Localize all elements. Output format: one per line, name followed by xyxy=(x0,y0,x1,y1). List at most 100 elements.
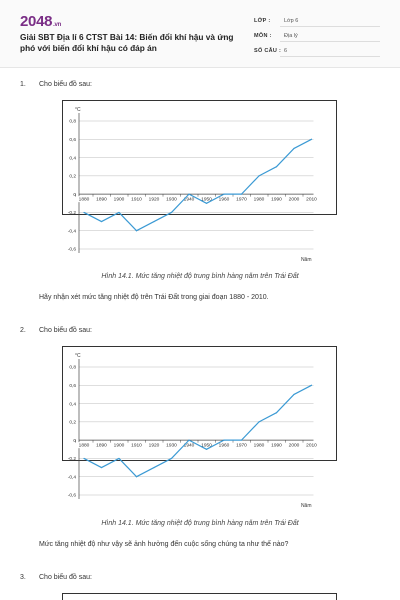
data-point xyxy=(83,211,85,214)
x-tick-label: 1960 xyxy=(219,443,230,449)
x-tick-label-bg xyxy=(146,442,162,449)
y-tick-label: 0,4 xyxy=(69,155,76,161)
chart-2-caption: Hình 14.1. Mức tăng nhiệt độ trung bình … xyxy=(101,520,299,527)
meta-divider xyxy=(280,41,380,42)
x-tick-label-bg xyxy=(251,196,267,203)
x-tick-label: 2010 xyxy=(306,443,317,449)
x-tick-label: 1880 xyxy=(79,197,90,203)
data-point xyxy=(258,175,260,177)
meta-subject-value: Địa lý xyxy=(284,33,298,39)
x-tick-label-bg xyxy=(164,442,179,449)
x-tick-label-bg xyxy=(234,442,249,449)
data-point xyxy=(188,193,190,195)
y-axis-label: °C xyxy=(75,107,81,113)
x-tick-label-bg xyxy=(111,196,127,203)
question-1-number: 1. xyxy=(20,81,26,88)
x-tick-label: 1940 xyxy=(184,197,195,203)
question-1-prompt: Cho biểu đồ sau: xyxy=(39,81,92,88)
x-tick-label: 1980 xyxy=(254,197,265,203)
y-tick-label: -0,2 xyxy=(68,456,77,462)
x-tick-label: 1990 xyxy=(271,443,282,449)
x-tick-label-bg xyxy=(76,196,92,203)
data-point xyxy=(83,457,85,460)
x-tick-label: 2000 xyxy=(289,443,300,449)
page-header: 2048.vn Giải SBT Địa lí 6 CTST Bài 14: B… xyxy=(0,0,400,68)
x-tick-label-bg xyxy=(94,196,109,203)
x-tick-label: 1930 xyxy=(166,197,177,203)
x-tick-label-bg xyxy=(146,196,162,203)
x-tick-label: 1890 xyxy=(96,197,107,203)
x-tick-label-bg xyxy=(129,196,144,203)
data-point xyxy=(275,412,278,414)
data-point xyxy=(170,211,173,214)
x-tick-label: 1920 xyxy=(149,197,160,203)
x-tick-label: 1930 xyxy=(166,443,177,449)
x-tick-label-bg xyxy=(94,442,109,449)
data-point xyxy=(205,202,208,204)
data-point xyxy=(153,220,155,223)
meta-divider xyxy=(280,26,380,27)
y-tick-label: -0,2 xyxy=(68,210,77,216)
series-line xyxy=(83,138,312,232)
question-1-body: Hãy nhận xét mức tăng nhiệt độ trên Trái… xyxy=(39,294,269,301)
x-tick-label-bg xyxy=(76,442,92,449)
x-tick-label-bg xyxy=(286,442,302,449)
logo-tld: .vn xyxy=(53,22,61,28)
x-tick-label: 1910 xyxy=(131,443,142,449)
y-tick-label: 0,8 xyxy=(69,365,76,371)
question-2-body: Mức tăng nhiệt độ như vậy sẽ ảnh hưởng đ… xyxy=(39,541,289,548)
x-tick-label-bg xyxy=(251,442,267,449)
y-tick-label: 0,4 xyxy=(69,401,76,407)
y-tick-label: -0,6 xyxy=(68,247,77,253)
series-line xyxy=(83,384,312,478)
x-tick-label-bg xyxy=(111,442,127,449)
x-tick-label: 1940 xyxy=(184,443,195,449)
x-tick-label: 1910 xyxy=(131,197,142,203)
question-3-prompt: Cho biểu đồ sau: xyxy=(39,574,92,581)
meta-divider xyxy=(280,56,380,57)
data-point xyxy=(118,457,120,460)
x-tick-label: 1880 xyxy=(79,443,90,449)
y-tick-label: 0,6 xyxy=(69,383,76,389)
x-tick-label: 1960 xyxy=(219,197,230,203)
data-point xyxy=(153,466,155,469)
chart-3-frame xyxy=(62,593,337,600)
data-point xyxy=(310,384,313,386)
chart-2: °C 0,8 0,6 0,4 0,2 0 -0,2 -0,4 -0,6 1880 1890 1900 1… xyxy=(68,353,319,509)
data-point xyxy=(135,230,138,232)
x-tick-label: 1950 xyxy=(201,197,212,203)
y-axis-label: °C xyxy=(75,353,81,359)
y-tick-label: 0 xyxy=(73,192,76,198)
x-tick-label: 2010 xyxy=(306,197,317,203)
data-point xyxy=(293,393,295,396)
y-tick-label: 0,8 xyxy=(69,119,76,125)
x-tick-label: 2000 xyxy=(289,197,300,203)
meta-count-value: 6 xyxy=(284,48,288,54)
meta-class-label: LỚP : xyxy=(254,18,271,24)
x-tick-label-bg xyxy=(286,196,302,203)
question-2-number: 2. xyxy=(20,327,26,334)
data-point xyxy=(240,439,243,441)
data-point xyxy=(258,421,260,423)
site-logo[interactable]: 2048.vn xyxy=(20,13,61,30)
x-tick-label: 1970 xyxy=(236,443,247,449)
x-tick-label-bg xyxy=(181,442,197,449)
x-tick-label: 1990 xyxy=(271,197,282,203)
data-point xyxy=(135,476,138,478)
meta-subject-label: MÔN : xyxy=(254,33,272,39)
data-point xyxy=(118,211,120,214)
x-axis-label: Năm xyxy=(301,503,312,509)
x-tick-label-bg xyxy=(199,196,214,203)
x-tick-label: 1950 xyxy=(201,443,212,449)
x-tick-label-bg xyxy=(269,442,284,449)
x-tick-label-bg xyxy=(164,196,179,203)
data-point xyxy=(100,466,103,469)
chart-1-frame: °C 0,8 0,6 0,4 0,2 0 -0,2 -0,4 -0,6 1880 1890 1900 1… xyxy=(62,100,337,263)
x-tick-label: 1920 xyxy=(149,443,160,449)
data-point xyxy=(170,457,173,460)
x-tick-label: 1900 xyxy=(114,443,125,449)
data-point xyxy=(275,166,278,168)
chart-2-frame: °C 0,8 0,6 0,4 0,2 0 -0,2 -0,4 -0,6 1880 1890 1900 1… xyxy=(62,346,337,509)
x-tick-label-bg xyxy=(199,442,214,449)
chart-1: °C 0,8 0,6 0,4 0,2 0 -0,2 -0,4 -0,6 1880 1890 1900 1… xyxy=(68,107,319,263)
